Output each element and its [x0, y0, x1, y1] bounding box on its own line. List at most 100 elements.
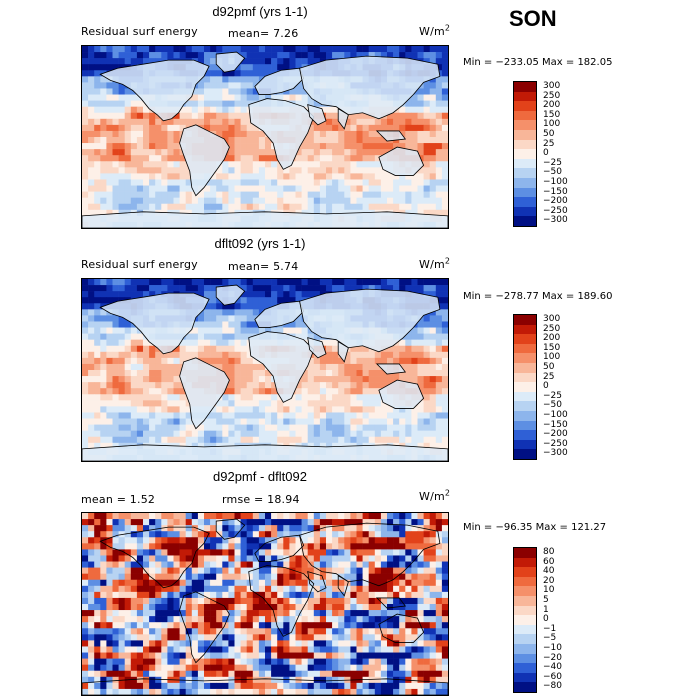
colorbar-swatch: [514, 120, 536, 130]
colorbar-tick-label: −250: [543, 438, 568, 449]
colorbar-swatch: [514, 682, 536, 692]
colorbar-tick-label: 0: [543, 614, 549, 625]
coastline: [378, 146, 425, 176]
coastline: [215, 284, 246, 306]
coastline: [307, 104, 349, 130]
season-title: SON: [509, 6, 557, 31]
colorbar-swatch: [514, 139, 536, 150]
colorbar-tick-label: −1: [543, 623, 557, 634]
colorbar-swatch: [514, 643, 536, 654]
colorbar-swatch: [514, 101, 536, 111]
units-label: W/m2: [419, 23, 451, 38]
colorbar-tick-label: 60: [543, 556, 555, 567]
coastline: [82, 211, 448, 228]
panel-title: dflt092 (yrs 1-1): [214, 236, 306, 251]
coastline: [248, 98, 315, 170]
coastline: [179, 591, 230, 664]
colorbar-swatch: [514, 420, 536, 431]
coastline: [248, 331, 315, 403]
colorbar-swatch: [514, 343, 536, 354]
colorbar-tick-label: 25: [543, 138, 555, 149]
colorbar-swatch: [514, 653, 536, 664]
colorbar-swatch: [514, 129, 536, 140]
colorbar-tick-label: 150: [543, 109, 561, 120]
colorbar-tick-label: −250: [543, 205, 568, 216]
colorbar-tick-label: −100: [543, 177, 568, 187]
colorbar-swatch: [514, 334, 536, 344]
colorbar-swatch: [514, 391, 536, 402]
colorbar-swatch: [514, 557, 536, 568]
colorbar-swatch: [514, 624, 536, 635]
colorbar-swatch: [514, 672, 536, 683]
colorbar-swatch: [514, 110, 536, 121]
colorbar-swatch: [514, 372, 536, 383]
coastline: [378, 379, 425, 409]
coastline: [299, 288, 441, 353]
colorbar-swatch: [514, 595, 536, 606]
colorbar-swatch: [514, 82, 536, 92]
colorbar-tick-label: 200: [543, 100, 561, 111]
colorbar-tick-label: −20: [543, 652, 562, 663]
colorbar: [513, 81, 537, 227]
coastline: [248, 565, 315, 637]
colorbar-tick-label: 10: [543, 585, 555, 596]
min-max-text: Min = −278.77 Max = 189.60: [463, 291, 613, 302]
coastline: [179, 124, 230, 197]
min-max-text: Min = −233.05 Max = 182.05: [463, 57, 613, 68]
map-panel: [81, 512, 449, 696]
panel-title: d92pmf (yrs 1-1): [212, 4, 308, 19]
colorbar-tick-label: 5: [543, 595, 549, 605]
residual-energy-map: [82, 46, 448, 228]
map-panel: [81, 278, 449, 462]
map-panel: [81, 45, 449, 229]
colorbar-tick-label: 100: [543, 352, 561, 363]
field-label: Residual surf energy: [81, 258, 198, 271]
colorbar-swatch: [514, 410, 536, 421]
field-label: Residual surf energy: [81, 25, 198, 38]
colorbar-swatch: [514, 168, 536, 178]
colorbar-tick-label: 200: [543, 333, 561, 344]
coastline: [299, 55, 441, 120]
coastline: [254, 300, 305, 328]
colorbar-tick-label: 100: [543, 119, 561, 130]
colorbar-swatch: [514, 663, 536, 673]
colorbar-tick-label: −80: [543, 681, 562, 692]
residual-energy-map: [82, 279, 448, 461]
colorbar-tick-label: 1: [543, 604, 549, 615]
coastline: [307, 337, 349, 363]
min-max-text: Min = −96.35 Max = 121.27: [463, 522, 607, 533]
colorbar-tick-label: −10: [543, 643, 562, 653]
colorbar: [513, 547, 537, 693]
mean-value: mean = 1.52: [81, 493, 156, 506]
coastline: [82, 444, 448, 461]
colorbar-tick-label: −300: [543, 215, 568, 226]
colorbar-swatch: [514, 382, 536, 392]
colorbar-tick-label: 250: [543, 90, 561, 101]
colorbar-swatch: [514, 91, 536, 102]
coastline: [299, 522, 441, 587]
colorbar-tick-label: −50: [543, 167, 562, 178]
colorbar-tick-label: −5: [543, 633, 557, 644]
colorbar-swatch: [514, 353, 536, 363]
coastline: [375, 597, 407, 609]
colorbar-swatch: [514, 634, 536, 644]
colorbar-tick-label: 50: [543, 129, 555, 139]
colorbar-tick-label: −200: [543, 196, 568, 207]
colorbar-swatch: [514, 439, 536, 450]
colorbar-tick-label: −150: [543, 186, 568, 197]
colorbar-tick-label: −200: [543, 429, 568, 440]
colorbar-tick-label: 0: [543, 381, 549, 392]
colorbar-tick-label: −40: [543, 662, 562, 673]
coastline: [375, 363, 407, 375]
colorbar-swatch: [514, 206, 536, 217]
colorbar-swatch: [514, 615, 536, 625]
colorbar-tick-label: 40: [543, 566, 555, 577]
rmse-value: rmse = 18.94: [222, 493, 300, 506]
colorbar-swatch: [514, 548, 536, 558]
colorbar-swatch: [514, 324, 536, 335]
colorbar-swatch: [514, 401, 536, 411]
colorbar-swatch: [514, 449, 536, 459]
colorbar: [513, 314, 537, 460]
colorbar-swatch: [514, 430, 536, 440]
coastline: [99, 59, 210, 122]
